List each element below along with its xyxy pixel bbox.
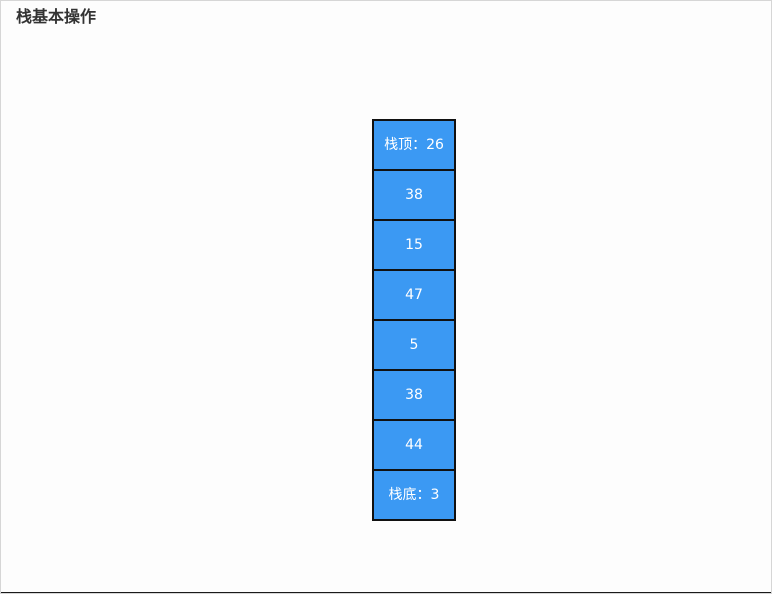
stack-bottom-cell: 栈底：3: [374, 469, 454, 519]
stack-diagram: 栈顶：26 38 15 47 5 38 44 栈底：3: [372, 119, 456, 521]
stack-cell: 44: [374, 419, 454, 469]
page-title: 栈基本操作: [16, 7, 97, 26]
stack-top-cell: 栈顶：26: [384, 137, 444, 153]
stack-cell: 38: [374, 169, 454, 219]
stack-cell: 5: [374, 319, 454, 369]
stack-cell: 38: [374, 369, 454, 419]
stack-cell: 47: [374, 269, 454, 319]
canvas-bottom-border: [1, 592, 771, 593]
stack-cell: 15: [374, 219, 454, 269]
